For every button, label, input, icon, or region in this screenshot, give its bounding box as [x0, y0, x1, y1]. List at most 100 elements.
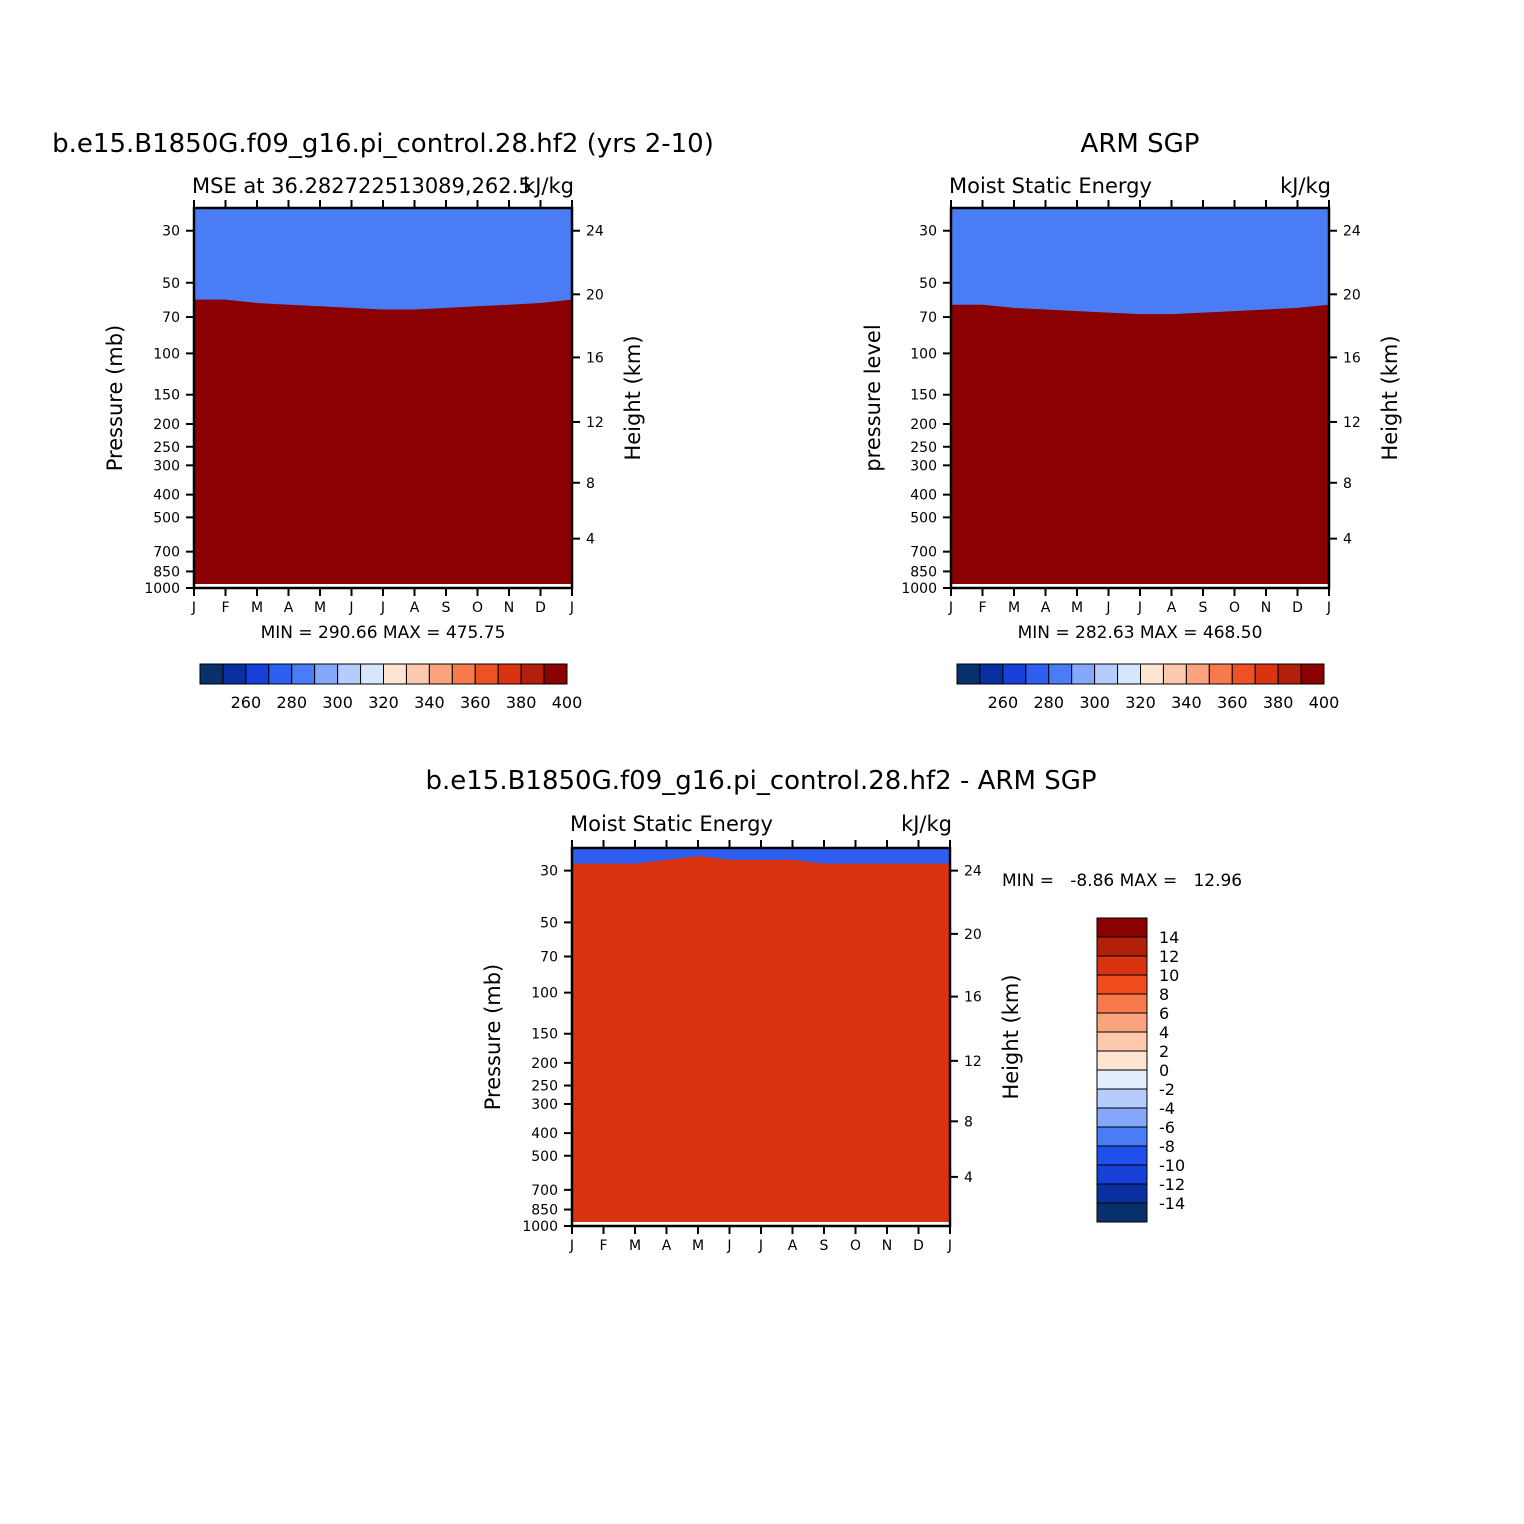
colorbar-swatch — [1094, 663, 1119, 685]
colorbar-swatch — [474, 663, 499, 685]
colorbar-swatch — [1002, 663, 1027, 685]
y-tick-label: 50 — [162, 276, 180, 292]
panel-obs-minmax: MIN = 282.63 MAX = 468.50 — [1018, 623, 1263, 643]
y-tick-label: 300 — [153, 458, 180, 474]
y-tick-label: 850 — [531, 1203, 558, 1219]
height-tick-label: 4 — [964, 1170, 973, 1186]
height-tick-label: 4 — [586, 532, 595, 548]
panel-diff-ylabel-right: Height (km) — [999, 974, 1023, 1099]
height-tick-label: 8 — [1343, 476, 1352, 492]
colorbar-swatch — [337, 663, 362, 685]
y-tick-label: 500 — [153, 510, 180, 526]
colorbar-label: 400 — [1309, 693, 1340, 712]
colorbar-swatch — [245, 663, 270, 685]
panel-diff-minmax: MIN = -8.86 MAX = 12.96 — [1002, 871, 1242, 891]
y-tick-label: 250 — [531, 1079, 558, 1095]
y-tick-label: 850 — [153, 564, 180, 580]
x-tick-label: F — [978, 600, 986, 616]
panel-obs-colorbar: 260 280 300 320 340 360 380 400 — [956, 663, 1340, 712]
colorbar-swatch — [1096, 1126, 1148, 1147]
panel-model-minmax: MIN = 290.66 MAX = 475.75 — [261, 623, 506, 643]
x-tick-label: M — [314, 600, 326, 616]
x-tick-label: J — [1137, 600, 1142, 616]
colorbar-label: 360 — [1217, 693, 1248, 712]
x-tick-label: M — [1071, 600, 1083, 616]
x-tick-label: S — [1199, 600, 1208, 616]
colorbar-label: 14 — [1159, 928, 1179, 947]
x-tick-label: J — [947, 1238, 952, 1254]
y-tick-label: 30 — [162, 224, 180, 240]
height-tick-label: 16 — [964, 990, 982, 1006]
x-tick-label: D — [913, 1238, 924, 1254]
colorbar-swatch — [1096, 1107, 1148, 1128]
height-tick-label: 24 — [586, 224, 604, 240]
y-tick-label: 1000 — [901, 581, 937, 597]
x-tick-label: D — [535, 600, 546, 616]
y-tick-label: 400 — [531, 1126, 558, 1142]
y-tick-label: 850 — [910, 564, 937, 580]
panel-diff-subtitle-left: Moist Static Energy — [570, 812, 773, 836]
colorbar-label: 360 — [460, 693, 491, 712]
y-tick-label: 30 — [540, 864, 558, 880]
colorbar-label: 8 — [1159, 985, 1169, 1004]
colorbar-label: 12 — [1159, 947, 1179, 966]
colorbar-swatch — [428, 663, 453, 685]
panel-obs-ylabel-right: Height (km) — [1378, 335, 1402, 460]
colorbar-swatch — [1185, 663, 1210, 685]
colorbar-label: 280 — [276, 693, 307, 712]
x-tick-label: S — [442, 600, 451, 616]
colorbar-swatch — [1254, 663, 1279, 685]
contour-band-above_400 — [194, 299, 572, 588]
colorbar-label: 320 — [1125, 693, 1156, 712]
colorbar-label: 2 — [1159, 1042, 1169, 1061]
height-tick-label: 16 — [1343, 350, 1361, 366]
x-tick-label: N — [1261, 600, 1271, 616]
colorbar-label: 340 — [1171, 693, 1202, 712]
y-tick-label: 1000 — [144, 581, 180, 597]
y-tick-label: 300 — [910, 458, 937, 474]
panel-diff-ylabel: Pressure (mb) — [481, 964, 505, 1111]
colorbar-label: 260 — [231, 693, 262, 712]
colorbar-swatch — [1048, 663, 1073, 685]
colorbar-swatch — [1096, 1145, 1148, 1166]
height-tick-label: 20 — [964, 927, 982, 943]
colorbar-swatch — [1071, 663, 1096, 685]
colorbar-swatch — [1162, 663, 1187, 685]
panel-model-ylabel: Pressure (mb) — [103, 325, 127, 472]
colorbar-label: 260 — [988, 693, 1019, 712]
x-tick-label: J — [380, 600, 385, 616]
y-tick-label: 150 — [153, 388, 180, 404]
x-tick-label: M — [692, 1238, 704, 1254]
y-tick-label: 700 — [153, 545, 180, 561]
y-tick-label: 500 — [531, 1149, 558, 1165]
panel-diff-title: b.e15.B1850G.f09_g16.pi_control.28.hf2 -… — [425, 766, 1096, 796]
colorbar-swatch — [520, 663, 545, 685]
x-tick-label: J — [1326, 600, 1331, 616]
y-tick-label: 400 — [910, 488, 937, 504]
colorbar-swatch — [1096, 955, 1148, 976]
x-tick-label: A — [410, 600, 420, 616]
contour-band-above_10 — [572, 856, 950, 1226]
colorbar-swatch — [1096, 1031, 1148, 1052]
height-tick-label: 16 — [586, 350, 604, 366]
x-tick-label: J — [948, 600, 953, 616]
y-tick-label: 250 — [910, 440, 937, 456]
x-tick-label: A — [662, 1238, 672, 1254]
y-tick-label: 100 — [531, 986, 558, 1002]
colorbar-label: 300 — [1079, 693, 1110, 712]
colorbar-swatch — [360, 663, 384, 685]
colorbar-swatch — [1208, 663, 1233, 685]
colorbar-swatch — [1096, 1050, 1148, 1071]
colorbar-swatch — [1096, 936, 1148, 957]
height-tick-label: 12 — [964, 1054, 982, 1070]
y-tick-label: 200 — [910, 417, 937, 433]
colorbar-swatch — [1096, 1069, 1148, 1090]
y-tick-label: 50 — [540, 915, 558, 931]
height-tick-label: 4 — [1343, 532, 1352, 548]
x-tick-label: M — [251, 600, 263, 616]
y-tick-label: 400 — [153, 488, 180, 504]
height-tick-label: 12 — [1343, 415, 1361, 431]
